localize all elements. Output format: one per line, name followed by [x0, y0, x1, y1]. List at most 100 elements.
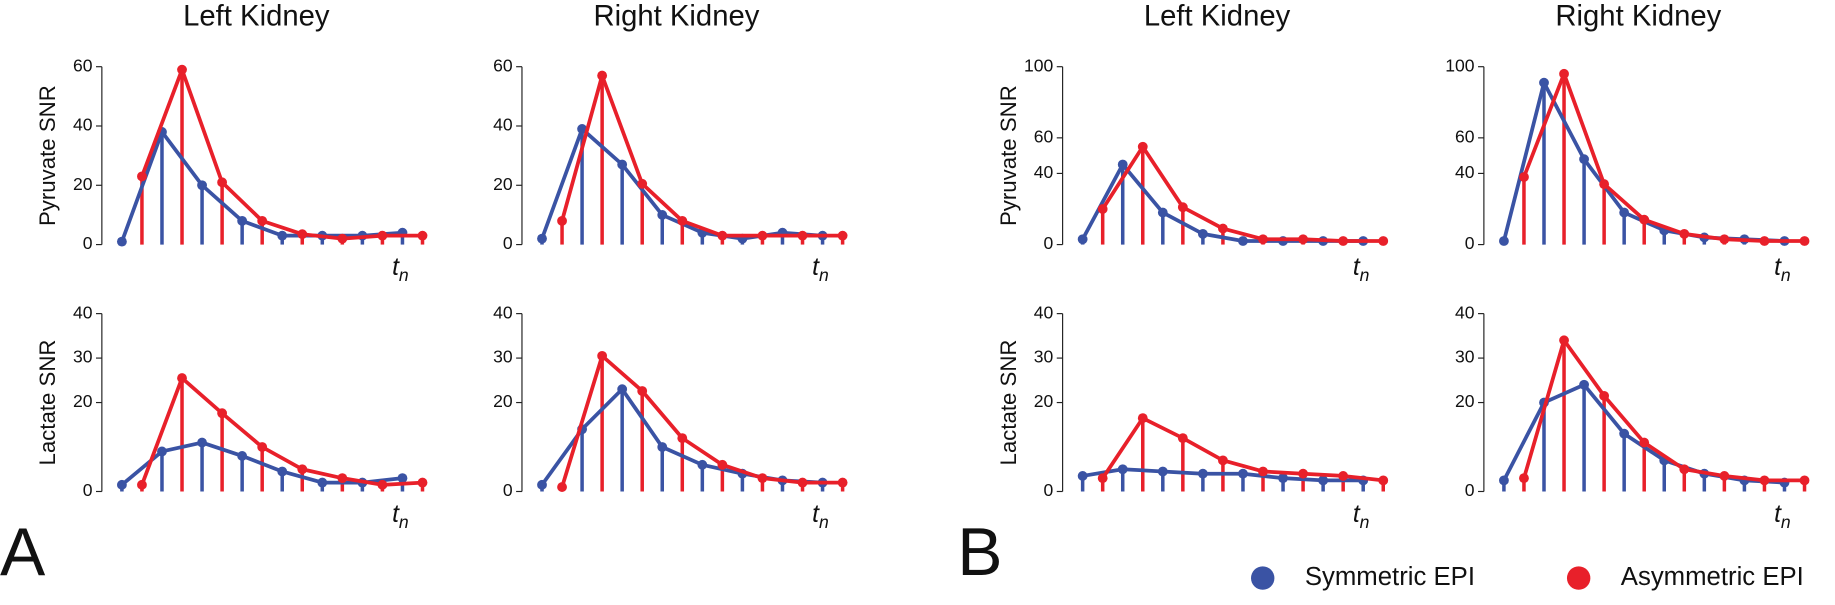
point: [1599, 390, 1610, 401]
series-line: [1101, 144, 1384, 243]
y-axis-label: Pyruvate SNR: [996, 85, 1021, 226]
point: [1197, 468, 1208, 479]
point: [377, 230, 388, 241]
point: [1097, 204, 1108, 214]
y-tick-label: 30: [73, 347, 93, 367]
point: [1579, 154, 1589, 165]
point: [257, 215, 268, 226]
point: [837, 230, 848, 241]
point: [1177, 202, 1188, 213]
point: [1298, 234, 1309, 245]
point: [1519, 172, 1529, 182]
legend-marker: [1251, 566, 1275, 590]
point: [1519, 473, 1529, 484]
point: [1238, 468, 1248, 479]
y-tick-label: 30: [1034, 347, 1054, 367]
point: [1157, 207, 1168, 218]
panel-label: B: [957, 515, 1002, 590]
point: [417, 477, 428, 488]
point: [217, 408, 228, 419]
y-tick-label: 40: [493, 115, 513, 135]
y-tick-label: 30: [493, 347, 513, 367]
x-axis-label-main: t: [812, 255, 820, 282]
point: [657, 442, 668, 452]
y-tick-label: 0: [503, 480, 513, 500]
point: [697, 459, 708, 470]
point: [757, 230, 768, 241]
y-tick-label: 20: [1455, 391, 1475, 411]
point: [617, 159, 628, 170]
y-tick-label: 30: [1455, 347, 1475, 367]
x-axis-label: tn: [1353, 255, 1370, 285]
point: [1338, 471, 1349, 481]
x-axis-label: tn: [812, 255, 829, 285]
x-axis-label: tn: [1353, 502, 1370, 532]
point: [1679, 464, 1690, 475]
x-axis-label-subscript: n: [1360, 265, 1370, 285]
point: [1719, 234, 1730, 245]
point: [277, 466, 288, 477]
point: [397, 473, 408, 484]
point: [116, 236, 127, 247]
y-tick-label: 20: [73, 391, 93, 411]
y-tick-label: 40: [73, 302, 93, 322]
point: [1258, 466, 1268, 477]
point: [657, 210, 668, 220]
y-tick-label: 0: [83, 480, 93, 500]
legend-label: Asymmetric EPI: [1621, 563, 1804, 591]
point: [1137, 413, 1148, 424]
y-axis-label: Lactate SNR: [996, 340, 1021, 466]
point: [197, 180, 207, 191]
point: [1218, 455, 1228, 466]
y-tick-label: 20: [493, 174, 513, 194]
point: [597, 70, 608, 81]
point: [417, 230, 428, 241]
point: [1077, 471, 1088, 481]
panel-title: Left Kidney: [1144, 0, 1291, 32]
y-tick-label: 40: [493, 302, 513, 322]
y-tick-label: 60: [73, 55, 93, 75]
point: [217, 177, 228, 188]
y-tick-label: 40: [1455, 162, 1475, 182]
y-tick-label: 60: [1034, 126, 1054, 146]
y-tick-label: 0: [1465, 480, 1475, 500]
y-tick-label: 40: [1455, 302, 1475, 322]
point: [1499, 475, 1509, 486]
point: [137, 171, 147, 182]
point: [1759, 475, 1770, 486]
x-axis-label-main: t: [1774, 502, 1782, 529]
y-tick-label: 0: [503, 233, 513, 253]
point: [337, 233, 348, 244]
point: [1298, 468, 1309, 479]
y-tick-label: 0: [1043, 480, 1053, 500]
x-axis-label-subscript: n: [1360, 512, 1370, 532]
x-axis-label: tn: [812, 502, 829, 532]
panel-title: Right Kidney: [1555, 0, 1721, 32]
panel-title: Right Kidney: [594, 0, 760, 32]
series-line: [1101, 416, 1384, 483]
point: [197, 437, 207, 448]
y-tick-label: 0: [83, 233, 93, 253]
point: [1759, 236, 1770, 246]
series-line: [1082, 467, 1364, 483]
point: [257, 442, 268, 452]
point: [297, 464, 308, 475]
point: [1799, 236, 1810, 246]
point: [237, 451, 248, 461]
y-tick-label: 0: [1043, 233, 1053, 253]
point: [1619, 428, 1630, 439]
x-axis-label-subscript: n: [1781, 512, 1791, 532]
y-tick-label: 60: [493, 55, 513, 75]
point: [677, 433, 688, 444]
x-axis-label-subscript: n: [399, 265, 409, 285]
point: [1318, 475, 1329, 486]
series-line: [140, 67, 423, 241]
y-tick-label: 20: [73, 174, 93, 194]
point: [1197, 228, 1208, 239]
point: [1719, 471, 1730, 481]
y-tick-label: 40: [1034, 302, 1054, 322]
panel-label: A: [0, 515, 46, 590]
point: [1639, 214, 1650, 225]
point: [717, 230, 728, 241]
point: [537, 479, 547, 490]
